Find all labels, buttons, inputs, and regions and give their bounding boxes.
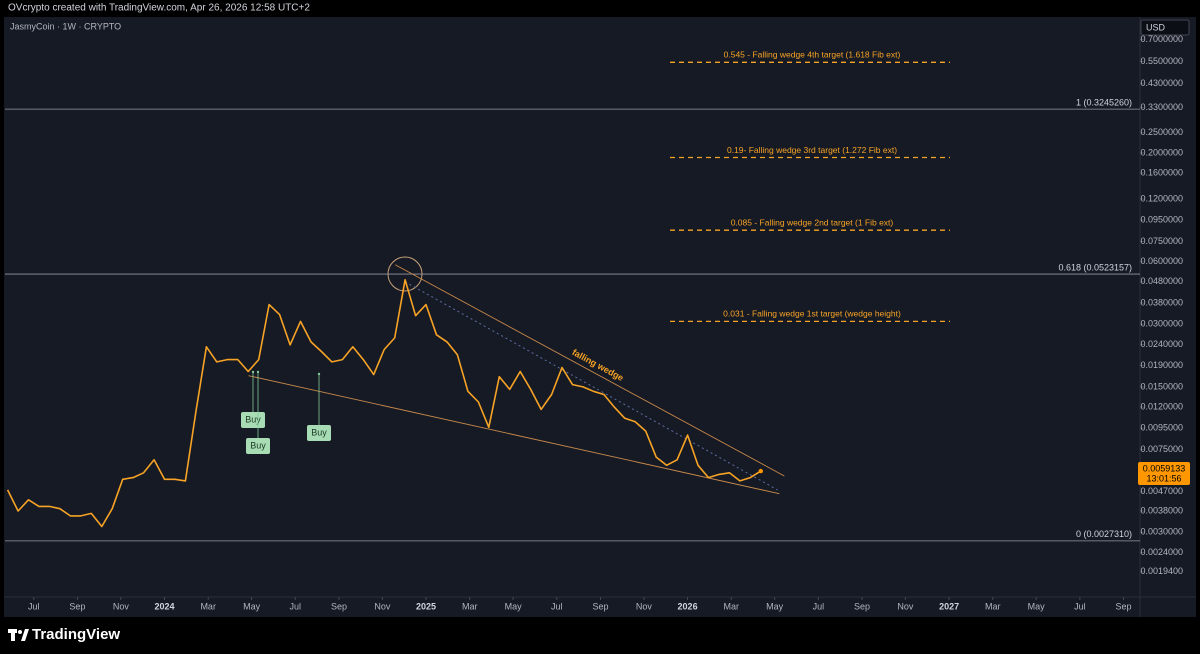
y-tick-label: 0.0950000: [1140, 215, 1183, 225]
logo-stem: [11, 629, 15, 641]
x-tick-label: Nov: [897, 601, 914, 611]
chart-panel: [4, 17, 1196, 617]
signal-dot: [317, 372, 321, 376]
y-tick-label: 0.0380000: [1140, 297, 1183, 307]
x-tick-label: Mar: [200, 601, 216, 611]
y-tick-label: 0.0600000: [1140, 256, 1183, 266]
y-tick-label: 0.4300000: [1140, 78, 1183, 88]
y-tick-label: 0.0240000: [1140, 339, 1183, 349]
y-tick-label: 0.2500000: [1140, 127, 1183, 137]
wedge-mid-line: [404, 281, 778, 491]
currency: USD: [1146, 22, 1166, 32]
y-tick-label: 0.7000000: [1140, 34, 1183, 44]
y-tick-label: 0.0047000: [1140, 486, 1183, 496]
countdown-label: 13:01:56: [1146, 473, 1181, 483]
signal-label: Buy: [250, 440, 266, 450]
target-label: 0.085 - Falling wedge 2nd target (1 Fib …: [731, 217, 894, 227]
y-tick-label: 0.0190000: [1140, 360, 1183, 370]
y-tick-label: 0.0300000: [1140, 319, 1183, 329]
brand-logo: TradingView: [8, 626, 120, 643]
target-label: 0.545 - Falling wedge 4th target (1.618 …: [724, 50, 901, 60]
logo-dot: [18, 630, 22, 634]
target-label: 0.031 - Falling wedge 1st target (wedge …: [723, 309, 901, 319]
y-tick-label: 0.0024000: [1140, 547, 1183, 557]
wedge-lower-line: [248, 375, 780, 495]
fib-level-label: 0 (0.0027310): [1076, 529, 1132, 539]
x-tick-label: Jul: [551, 601, 563, 611]
x-tick-label: Jul: [28, 601, 40, 611]
y-tick-label: 0.1600000: [1140, 167, 1183, 177]
price-tag: [1138, 462, 1190, 486]
target-label: 0.19- Falling wedge 3rd target (1.272 Fi…: [727, 145, 897, 155]
brand-name: TradingView: [32, 626, 120, 643]
y-tick-label: 0.0019400: [1140, 566, 1183, 576]
price-line: [6, 279, 762, 528]
x-tick-label: May: [1028, 601, 1046, 611]
x-tick-label: 2027: [939, 601, 959, 611]
y-tick-label: 0.0750000: [1140, 236, 1183, 246]
y-tick-label: 0.0038000: [1140, 505, 1183, 515]
y-tick-label: 0.5500000: [1140, 56, 1183, 66]
wedge-upper-line: [394, 264, 785, 477]
signal-label: Buy: [311, 427, 327, 437]
y-tick-label: 0.0075000: [1140, 444, 1183, 454]
x-tick-label: Sep: [69, 601, 85, 611]
x-tick-label: 2026: [678, 601, 698, 611]
y-tick-label: 0.0150000: [1140, 381, 1183, 391]
x-tick-label: 2025: [416, 601, 436, 611]
x-tick-label: Jul: [290, 601, 302, 611]
logo-slash: [21, 629, 29, 641]
x-tick-label: 2024: [155, 601, 175, 611]
y-tick-label: 0.0480000: [1140, 276, 1183, 286]
x-tick-label: Sep: [854, 601, 870, 611]
x-tick-label: Nov: [374, 601, 391, 611]
x-tick-label: Sep: [1116, 601, 1132, 611]
x-tick-label: Mar: [723, 601, 739, 611]
x-tick-label: May: [505, 601, 523, 611]
currency-box: [1140, 19, 1190, 36]
x-tick-label: Mar: [462, 601, 478, 611]
last-point: [758, 468, 763, 474]
x-tick-label: Jul: [813, 601, 825, 611]
y-tick-label: 0.0120000: [1140, 401, 1183, 411]
y-tick-label: 0.1200000: [1140, 193, 1183, 203]
fib-level-label: 0.618 (0.0523157): [1058, 262, 1132, 272]
symbol-info: JasmyCoin · 1W · CRYPTO: [10, 21, 121, 31]
signal-box: [307, 425, 331, 441]
y-tick-label: 0.0095000: [1140, 423, 1183, 433]
x-tick-label: Jul: [1074, 601, 1086, 611]
signal-box: [246, 438, 270, 454]
x-tick-label: Mar: [985, 601, 1001, 611]
attribution: OVcrypto created with TradingView.com, A…: [8, 3, 310, 14]
x-tick-label: May: [243, 601, 261, 611]
signal-label: Buy: [245, 414, 261, 424]
y-tick-label: 0.0030000: [1140, 527, 1183, 537]
x-tick-label: May: [766, 601, 784, 611]
signal-dot: [256, 370, 260, 374]
signal-box: [241, 412, 265, 428]
fib-level-label: 1 (0.3245260): [1076, 98, 1132, 108]
x-tick-label: Sep: [331, 601, 347, 611]
last-price-label: 0.0059133: [1143, 463, 1186, 473]
x-tick-label: Nov: [113, 601, 130, 611]
x-tick-label: Sep: [592, 601, 608, 611]
y-tick-label: 0.2000000: [1140, 147, 1183, 157]
x-tick-label: Nov: [636, 601, 653, 611]
y-tick-label: 0.3300000: [1140, 102, 1183, 112]
signal-dot: [251, 370, 255, 374]
